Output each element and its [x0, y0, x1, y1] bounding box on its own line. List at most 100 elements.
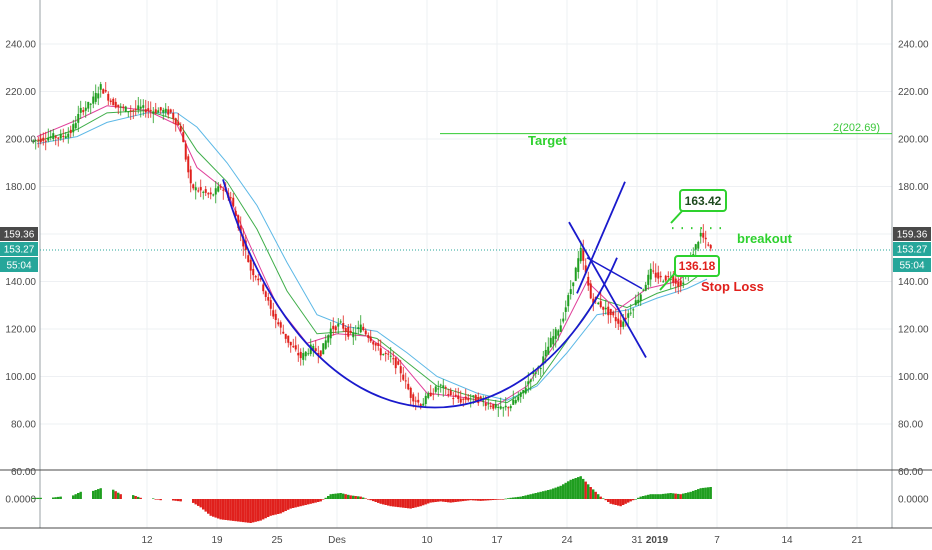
candle-body [584, 265, 587, 273]
osc-bar [509, 497, 512, 499]
osc-bar [464, 499, 467, 501]
osc-bar [359, 496, 362, 499]
candle-body [444, 387, 447, 389]
osc-bar [574, 478, 577, 499]
candle-body [704, 237, 707, 240]
candle-body [234, 210, 237, 217]
osc-bar [282, 499, 285, 513]
osc-bar [557, 486, 560, 499]
candle-body [437, 388, 440, 390]
candle-body [559, 325, 562, 332]
left-badge-countdown [0, 258, 38, 272]
osc-bar [132, 495, 135, 499]
candle-body [662, 281, 665, 283]
osc-bar [392, 499, 395, 507]
osc-bar [287, 499, 290, 510]
osc-bar [474, 499, 477, 501]
candle-body [479, 396, 482, 399]
osc-bar [562, 484, 565, 499]
osc-bar [389, 499, 392, 507]
osc-bar [179, 499, 182, 502]
flag-line [586, 257, 643, 290]
osc-bar [444, 499, 447, 502]
osc-bar [697, 489, 700, 499]
osc-bar [467, 499, 470, 501]
candle-body [619, 320, 622, 328]
candle-body [247, 255, 250, 263]
osc-bar [384, 499, 387, 505]
osc-bar [297, 499, 300, 507]
candle-body [657, 272, 660, 279]
candle-body [429, 392, 432, 397]
candle-body [54, 136, 57, 138]
osc-bar [212, 499, 215, 517]
osc-bar [252, 499, 255, 523]
candle-body [327, 335, 330, 343]
badge-last-price [893, 227, 931, 241]
candle-body [269, 300, 272, 309]
osc-bar [334, 493, 337, 499]
osc-bar [172, 499, 175, 501]
candle-body [494, 404, 497, 408]
candle-body [644, 284, 647, 291]
osc-bar [454, 499, 457, 502]
candle-body [634, 300, 637, 306]
candle-body [694, 244, 697, 250]
osc-bar [314, 499, 317, 503]
osc-bar [507, 498, 510, 499]
candle-body [402, 374, 405, 380]
candle-body [92, 96, 95, 104]
osc-bar [677, 493, 680, 499]
candle-body [364, 330, 367, 335]
candle-body [134, 108, 137, 110]
candle-body [417, 399, 420, 403]
osc-bar [234, 499, 237, 522]
osc-bar [279, 499, 282, 514]
candle-body [629, 312, 632, 314]
candle-body [472, 395, 475, 397]
candle-body [124, 106, 127, 112]
osc-bar [517, 496, 520, 499]
badge-current-price-text: 153.27 [897, 245, 928, 256]
osc-bar [257, 499, 260, 522]
y-tick-right: 60.00 [898, 467, 923, 478]
osc-bar [174, 499, 177, 501]
osc-bar [224, 499, 227, 520]
osc-bar [409, 499, 412, 509]
candle-body [184, 143, 187, 160]
osc-bar [582, 478, 585, 499]
osc-bar [424, 499, 427, 505]
left-badge-last [0, 227, 38, 241]
osc-bar [382, 499, 385, 505]
stop-loss-label: Stop Loss [701, 279, 764, 294]
osc-bar [419, 499, 422, 507]
osc-bar [242, 499, 245, 523]
osc-bar [417, 499, 420, 507]
candle-body [149, 109, 152, 111]
osc-bar [622, 499, 625, 505]
osc-bar [684, 493, 687, 499]
osc-bar [477, 499, 480, 501]
osc-bar [654, 494, 657, 499]
candle-body [107, 93, 110, 101]
osc-bar [644, 495, 647, 499]
candle-body [407, 383, 410, 390]
candle-body [39, 138, 42, 143]
candle-body [672, 275, 675, 283]
osc-bar [612, 499, 615, 505]
y-tick-left: 100.00 [5, 372, 36, 383]
candle-body [32, 140, 35, 142]
osc-bar [657, 494, 660, 499]
osc-bar [154, 499, 157, 500]
osc-bar [324, 497, 327, 499]
x-tick: 17 [491, 535, 503, 546]
candle-body [199, 187, 202, 191]
osc-bar [207, 499, 210, 514]
high-box-pointer [670, 209, 684, 224]
high-box [679, 189, 727, 212]
y-tick-left: 80.00 [11, 420, 36, 431]
candle-body [482, 400, 485, 402]
candle-body [374, 343, 377, 346]
